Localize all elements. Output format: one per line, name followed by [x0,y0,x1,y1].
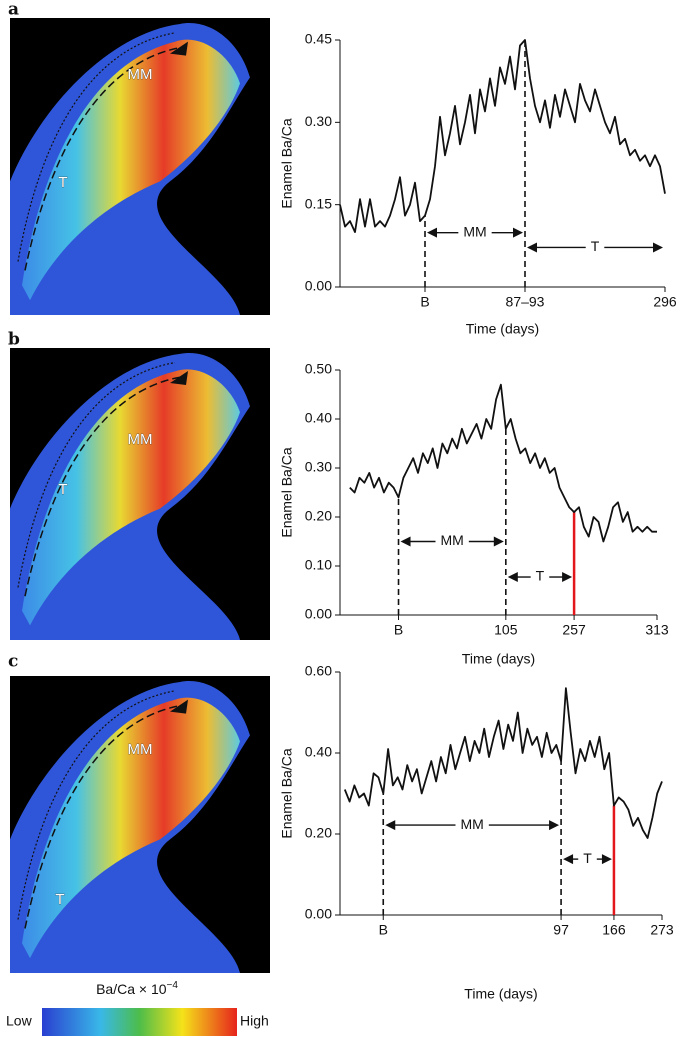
arrowhead [653,242,663,253]
y-tick-label: 0.30 [305,459,332,475]
x-axis-label: Time (days) [464,986,537,1002]
y-axis-label: Enamel Ba/Ca [279,748,295,838]
image-enamel [22,697,240,959]
colorbar [42,1008,237,1036]
x-tick-label: 313 [645,622,669,638]
image-enamel [22,39,240,301]
x-tick-label: B [394,622,403,638]
image-label: MM [128,66,153,83]
annotation-label: MM [463,223,486,239]
image-arrowhead [170,699,188,714]
y-tick-label: 0.00 [305,606,332,622]
arrowhead [385,820,396,831]
y-tick-label: 0.00 [305,906,332,922]
y-tick-label: 0.60 [305,663,332,679]
colorbar-high: High [240,1013,269,1029]
x-tick-label: 257 [562,622,586,638]
image-label: MM [128,741,153,758]
colorbar-exponent: −4 [167,980,179,991]
image-label: MM [128,431,153,448]
arrowhead [513,227,523,238]
arrowhead [601,854,612,865]
arrowhead [549,820,560,831]
panel-label: c [8,652,18,672]
data-line [343,687,663,839]
annotation-label: MM [461,816,484,832]
x-tick-label: 105 [494,622,518,638]
arrowhead [427,227,437,238]
y-tick-label: 0.40 [305,410,332,426]
panel-label: b [8,330,20,350]
image-outline [24,46,181,271]
data-line [349,383,657,543]
panel-label: a [8,0,19,20]
image-label: T [58,481,67,498]
x-tick-label: 166 [602,922,626,938]
y-axis-label: Enamel Ba/Ca [279,447,295,537]
arrowhead [563,854,574,865]
x-axis-label: Time (days) [466,321,539,337]
arrowhead [507,572,518,583]
data-line [339,39,666,233]
y-tick-label: 0.30 [305,113,332,129]
colorbar-title: Ba/Ca × 10−4 [96,980,178,997]
x-tick-label: 273 [650,922,674,938]
colorbar-title-text: Ba/Ca × 10 [96,981,167,997]
y-tick-label: 0.15 [305,195,332,211]
arrowhead [493,536,504,547]
x-tick-label: B [420,294,429,310]
y-tick-label: 0.10 [305,557,332,573]
annotation-label: T [583,850,592,866]
image-outline [24,376,181,597]
x-tick-label: 296 [653,294,677,310]
arrowhead [527,242,537,253]
x-axis-label: Time (days) [462,651,535,667]
image-arrowhead [170,371,188,386]
x-tick-label: B [379,922,388,938]
image-enamel [22,369,240,626]
y-axis-label: Enamel Ba/Ca [279,118,295,208]
image-label: T [58,174,67,191]
colorbar-low: Low [6,1013,33,1029]
annotation-label: T [591,238,600,254]
image-outline [24,704,181,929]
image-label: T [55,891,64,908]
y-tick-label: 0.20 [305,508,332,524]
x-tick-label: 97 [553,922,569,938]
y-tick-label: 0.50 [305,361,332,377]
panel: c MM T 0.00 0.20 0.40 0.60 B 97 166 273 Time (days)… [8,652,674,1002]
panel: a MM T 0.00 0.15 0.30 0.45 B 87–93 296 Time (days)… [8,0,677,337]
y-tick-label: 0.20 [305,825,332,841]
y-tick-label: 0.40 [305,744,332,760]
annotation-label: MM [441,532,464,548]
annotation-label: T [536,568,545,584]
image-arrowhead [170,41,188,56]
x-tick-label: 87–93 [506,294,545,310]
panel: b MM T 0.00 0.10 0.20 0.30 0.40 0.50 B 105 257 313 Ti… [8,330,669,667]
arrowhead [400,536,411,547]
arrowhead [562,572,573,583]
y-tick-label: 0.00 [305,278,332,294]
y-tick-label: 0.45 [305,31,332,47]
